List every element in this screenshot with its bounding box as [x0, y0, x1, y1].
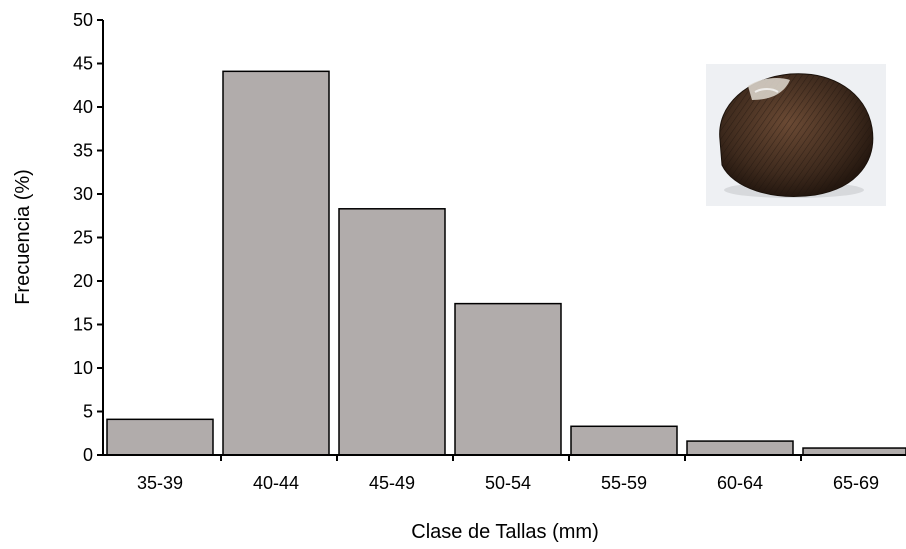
clam-shell-photo — [706, 64, 886, 206]
bar-55-59 — [570, 425, 678, 456]
x-tick-label: 40-44 — [253, 473, 299, 493]
y-tick-label: 20 — [73, 271, 93, 291]
bar-65-69 — [802, 447, 906, 456]
y-tick-label: 10 — [73, 358, 93, 378]
x-tick-label: 45-49 — [369, 473, 415, 493]
y-tick-label: 40 — [73, 97, 93, 117]
x-tick-label: 35-39 — [137, 473, 183, 493]
bar-60-64 — [686, 440, 794, 456]
x-tick-label: 55-59 — [601, 473, 647, 493]
y-ticks-group: 0 5 10 15 20 25 30 35 40 45 50 — [73, 10, 103, 465]
y-axis-title: Frecuencia (%) — [12, 169, 34, 305]
x-tick-label: 50-54 — [485, 473, 531, 493]
x-axis-title: Clase de Tallas (mm) — [411, 521, 598, 543]
y-tick-label: 45 — [73, 54, 93, 74]
y-tick-label: 0 — [83, 445, 93, 465]
bar-45-49 — [338, 208, 446, 456]
x-tick-label: 60-64 — [717, 473, 763, 493]
bars-group — [106, 70, 906, 456]
y-tick-label: 35 — [73, 141, 93, 161]
bar-50-54 — [454, 302, 562, 456]
y-tick-label: 50 — [73, 10, 93, 30]
bar-40-44 — [222, 70, 330, 456]
x-tick-label: 65-69 — [833, 473, 879, 493]
x-ticks-group: 35-39 40-44 45-49 50-54 55-59 60-64 65-69 — [137, 455, 879, 493]
y-tick-label: 25 — [73, 228, 93, 248]
y-tick-label: 15 — [73, 315, 93, 335]
y-tick-label: 30 — [73, 184, 93, 204]
bar-35-39 — [106, 418, 214, 456]
y-tick-label: 5 — [83, 402, 93, 422]
